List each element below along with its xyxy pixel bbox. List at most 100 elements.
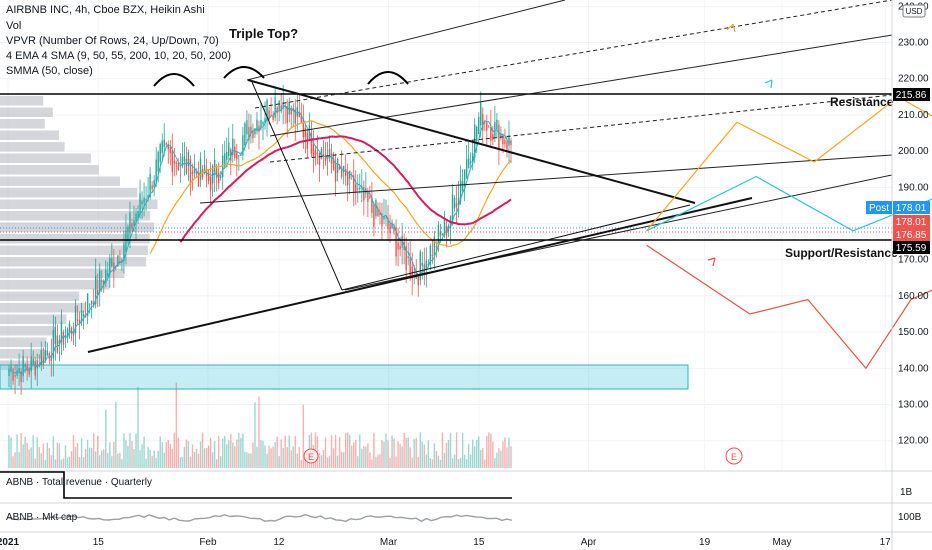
candle: [383, 216, 385, 220]
indicator-ema-sma[interactable]: 4 EMA 4 SMA (9, 50, 55, 200, 10, 20, 50,…: [6, 50, 232, 62]
volume-bar: [86, 439, 89, 468]
candle: [22, 355, 24, 377]
candle: [260, 120, 262, 129]
price-tick: 230.00: [898, 38, 929, 49]
volume-bar: [260, 440, 262, 468]
earnings-marker[interactable]: E: [303, 448, 319, 464]
volume-bar: [403, 432, 405, 468]
volume-bar: [18, 452, 20, 468]
indicator-vpvr[interactable]: VPVR (Number Of Rows, 24, Up/Down, 70): [6, 35, 219, 47]
candle: [445, 226, 448, 236]
volume-bar: [109, 442, 111, 468]
volume-bar: [506, 447, 508, 468]
volume-bar: [298, 447, 301, 468]
candle: [157, 152, 159, 172]
indicator-smma[interactable]: SMMA (50, close): [6, 65, 93, 77]
candle: [131, 223, 133, 229]
volume-bar: [469, 454, 472, 468]
candle: [342, 165, 345, 173]
currency-badge[interactable]: USD: [902, 4, 926, 18]
candle: [219, 176, 222, 178]
indicator-vol[interactable]: Vol: [6, 20, 22, 32]
volume-profile-row: [0, 165, 99, 175]
volume-bar: [286, 447, 288, 468]
volume-bar: [361, 448, 363, 468]
volume-bar: [234, 446, 236, 468]
volume-bar: [119, 452, 121, 468]
candle: [427, 264, 430, 266]
volume-bar: [82, 457, 85, 468]
candle: [76, 319, 79, 321]
volume-bar: [459, 457, 462, 468]
time-tick: Apr: [581, 537, 597, 548]
volume-bar: [463, 454, 466, 468]
volume-profile-row: [0, 349, 45, 359]
volume-bar: [435, 451, 438, 468]
candle: [268, 110, 270, 120]
volume-bar: [340, 451, 343, 468]
candle: [246, 120, 248, 135]
candle: [391, 222, 393, 229]
candle: [121, 259, 123, 263]
volume-profile-row: [0, 280, 110, 290]
price-tick: 170.00: [898, 255, 929, 266]
candle: [435, 246, 438, 248]
candle: [502, 135, 504, 145]
volume-profile-row: [0, 268, 125, 278]
candle: [369, 196, 371, 198]
volume-bar: [191, 444, 194, 468]
volume-bar: [417, 456, 419, 468]
volume-profile-row: [0, 303, 86, 313]
volume-bar: [26, 442, 28, 468]
candle: [191, 171, 194, 175]
time-tick: 12: [273, 537, 285, 548]
volume-bar: [193, 451, 196, 468]
candle: [409, 257, 411, 277]
candle: [508, 135, 510, 146]
candle: [8, 368, 10, 376]
time-axis[interactable]: 202115Feb12Mar15Apr19May17Jun14Jul: [0, 537, 932, 548]
candle: [367, 190, 369, 202]
last-price: 178.01: [896, 217, 927, 228]
volume-profile-row: [0, 337, 47, 347]
volume-profile-row: [0, 326, 55, 336]
volume-bar: [433, 443, 436, 468]
candle: [256, 119, 258, 132]
earnings-marker-future[interactable]: E: [725, 447, 743, 465]
candle: [371, 197, 373, 213]
time-tick: 19: [699, 537, 711, 548]
candle: [379, 211, 381, 216]
volume-bar: [256, 446, 258, 468]
volume-profile-row: [0, 314, 67, 324]
volume-bar: [425, 454, 428, 468]
candle: [52, 329, 55, 359]
volume-bar: [266, 453, 268, 468]
volume-bar: [76, 442, 79, 468]
volume-bar: [131, 441, 133, 468]
support-price: 175.59: [896, 243, 927, 254]
candle: [58, 340, 61, 345]
volume-bar: [135, 433, 137, 468]
candle: [82, 314, 85, 317]
arrow-head-red: [707, 257, 716, 267]
candle: [344, 169, 347, 176]
volume-bar: [480, 449, 482, 468]
candle: [74, 305, 77, 334]
volume-bar: [272, 446, 274, 468]
candle: [393, 225, 395, 232]
candle: [294, 109, 296, 124]
volume-bar: [117, 453, 119, 468]
candle: [195, 170, 198, 175]
volume-bar: [377, 454, 379, 468]
volume-bar: [97, 435, 99, 468]
volume-bar: [244, 451, 246, 468]
volume-bar: [155, 458, 157, 468]
candle: [264, 118, 266, 124]
volume-bar: [70, 451, 73, 468]
volume-bar: [151, 455, 153, 468]
candle: [99, 270, 101, 293]
candle: [18, 368, 20, 374]
candle: [56, 335, 59, 353]
candle: [68, 323, 71, 333]
